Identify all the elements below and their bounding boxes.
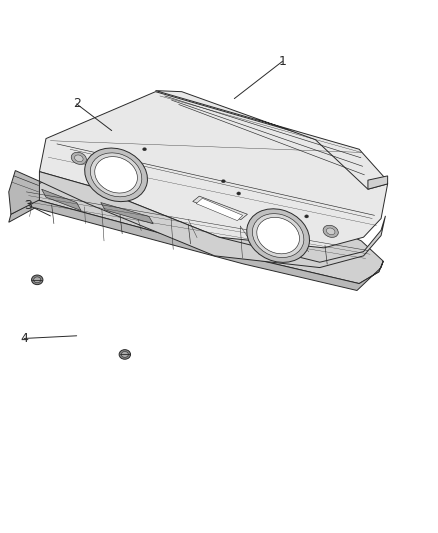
Ellipse shape — [74, 155, 83, 161]
Ellipse shape — [95, 157, 138, 193]
Ellipse shape — [85, 148, 148, 201]
Ellipse shape — [121, 352, 128, 357]
Polygon shape — [39, 172, 385, 268]
Polygon shape — [9, 171, 39, 214]
Ellipse shape — [90, 153, 142, 197]
Ellipse shape — [247, 209, 310, 262]
Ellipse shape — [32, 275, 43, 285]
Ellipse shape — [34, 277, 41, 282]
Ellipse shape — [143, 148, 146, 151]
Ellipse shape — [304, 215, 308, 218]
Ellipse shape — [326, 228, 335, 235]
Polygon shape — [155, 91, 388, 189]
Polygon shape — [196, 198, 243, 221]
Ellipse shape — [237, 192, 241, 195]
Text: 3: 3 — [25, 199, 32, 212]
Text: 4: 4 — [20, 332, 28, 345]
Text: 1: 1 — [279, 55, 286, 68]
Polygon shape — [11, 160, 383, 284]
Ellipse shape — [71, 152, 86, 164]
Ellipse shape — [119, 350, 131, 359]
Polygon shape — [39, 92, 388, 248]
Polygon shape — [193, 196, 247, 220]
Polygon shape — [368, 176, 388, 189]
Ellipse shape — [323, 225, 338, 237]
Ellipse shape — [221, 180, 225, 183]
Ellipse shape — [257, 217, 300, 254]
Ellipse shape — [252, 214, 304, 257]
Text: 2: 2 — [73, 98, 81, 110]
Polygon shape — [9, 200, 383, 290]
Polygon shape — [101, 203, 153, 224]
Polygon shape — [42, 189, 81, 211]
